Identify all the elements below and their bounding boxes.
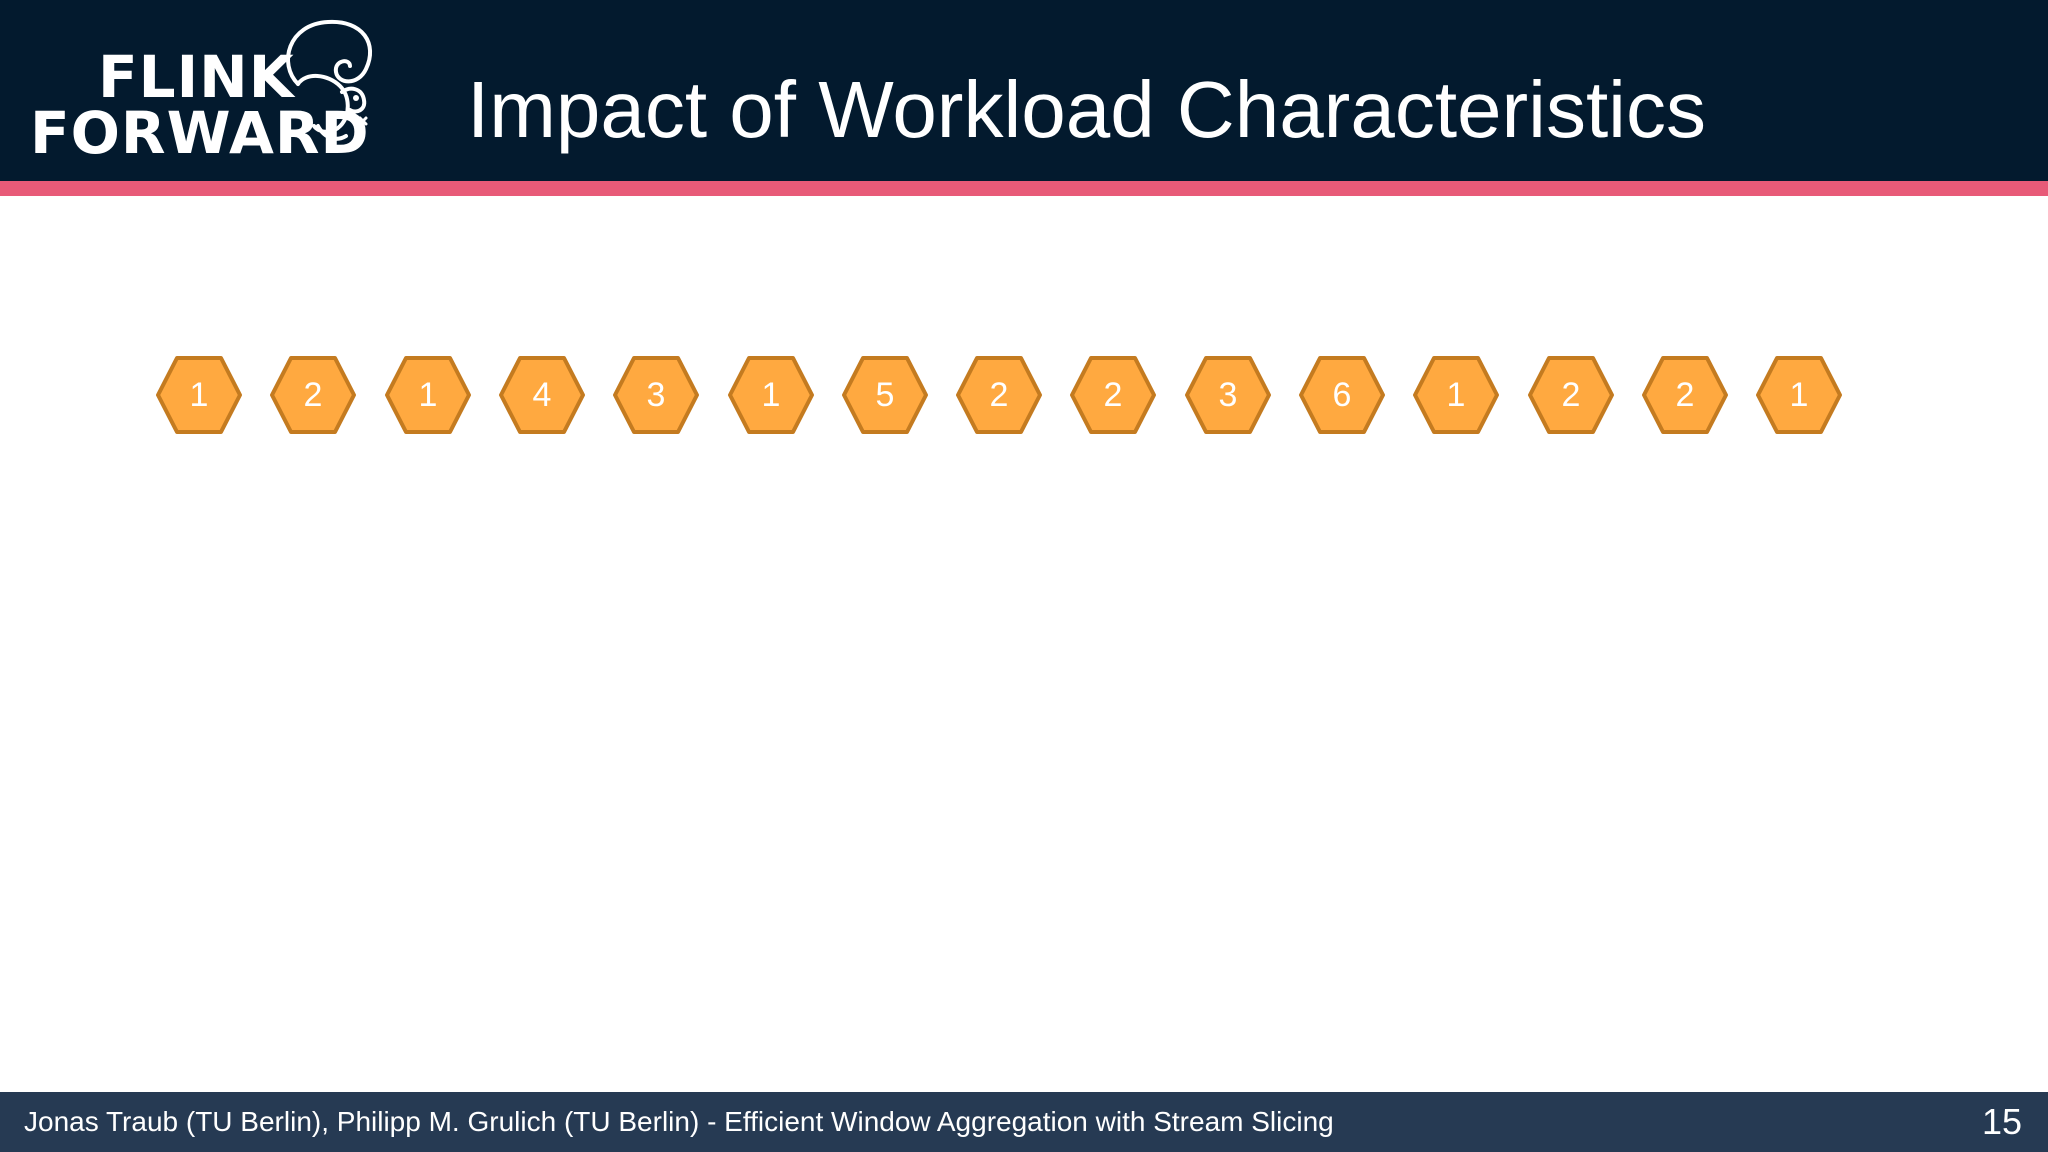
tuple-value: 6 xyxy=(1332,376,1352,414)
tuple-value: 1 xyxy=(761,376,781,414)
tuple-value: 3 xyxy=(646,376,666,414)
hexagon-shape xyxy=(385,356,471,434)
stream-tuple: 5 xyxy=(841,355,929,435)
tuple-value: 2 xyxy=(1103,376,1123,414)
tuple-value: 1 xyxy=(1446,376,1466,414)
hexagon-shape xyxy=(1299,356,1385,434)
stream-tuple: 1 xyxy=(384,355,472,435)
stream-tuple: 3 xyxy=(1184,355,1272,435)
hexagon-shape xyxy=(842,356,928,434)
footer-citation: Jonas Traub (TU Berlin), Philipp M. Grul… xyxy=(24,1106,1334,1137)
tuple-value: 1 xyxy=(1789,376,1809,414)
stream-tuple: 6 xyxy=(1298,355,1386,435)
header-bar: FLINK FORWARD Impact of Workload Charact… xyxy=(0,0,2048,181)
tuple-value: 4 xyxy=(532,376,552,414)
logo-text-forward: FORWARD xyxy=(30,99,370,167)
stream-tuple: 2 xyxy=(955,355,1043,435)
tuple-value: 1 xyxy=(189,376,209,414)
tuple-value: 2 xyxy=(1561,376,1581,414)
hexagon-shape xyxy=(956,356,1042,434)
hexagon-shape xyxy=(1413,356,1499,434)
tuple-value: 5 xyxy=(875,376,895,414)
hexagon-shape xyxy=(499,356,585,434)
stream-tuple: 1 xyxy=(1755,355,1843,435)
stream-tuple: 2 xyxy=(1527,355,1615,435)
stream-tuple: 1 xyxy=(1412,355,1500,435)
stream-tuple: 4 xyxy=(498,355,586,435)
stream-tuple: 1 xyxy=(155,355,243,435)
hexagon-shape xyxy=(156,356,242,434)
tuple-value: 3 xyxy=(1218,376,1238,414)
page-number: 15 xyxy=(1981,1101,2022,1142)
hexagon-shape xyxy=(728,356,814,434)
header-accent-bar xyxy=(0,181,2048,196)
hexagon-shape xyxy=(1185,356,1271,434)
stream-tuple: 1 xyxy=(727,355,815,435)
footer-bar: Jonas Traub (TU Berlin), Philipp M. Grul… xyxy=(0,1092,2048,1152)
tuple-value: 2 xyxy=(303,376,323,414)
hexagon-shape xyxy=(1528,356,1614,434)
tuple-value: 1 xyxy=(418,376,438,414)
squirrel-icon xyxy=(286,19,373,141)
flink-forward-logo: FLINK FORWARD xyxy=(28,14,378,164)
tuple-value: 2 xyxy=(1675,376,1695,414)
hexagon-shape xyxy=(270,356,356,434)
hexagon-shape xyxy=(613,356,699,434)
stream-tuple: 2 xyxy=(1069,355,1157,435)
hexagon-shape xyxy=(1756,356,1842,434)
hexagon-shape xyxy=(1070,356,1156,434)
stream-tuple: 2 xyxy=(1641,355,1729,435)
stream-tuple: 2 xyxy=(269,355,357,435)
stream-tuple: 3 xyxy=(612,355,700,435)
logo-text-flink: FLINK xyxy=(98,43,295,111)
hexagon-shape xyxy=(1642,356,1728,434)
tuple-stream: 1 2 1 4 3 1 5 2 2 3 6 1 2 2 1 xyxy=(0,355,2048,443)
slide-title: Impact of Workload Characteristics xyxy=(467,65,1706,154)
tuple-value: 2 xyxy=(989,376,1009,414)
